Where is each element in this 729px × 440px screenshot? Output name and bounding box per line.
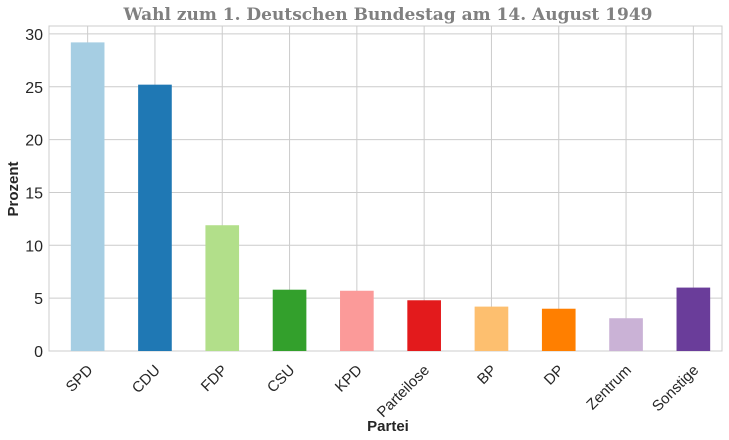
bar-kpd bbox=[340, 290, 374, 351]
y-tick-label: 30 bbox=[25, 27, 43, 44]
bar-spd bbox=[70, 42, 105, 352]
y-tick-label: 10 bbox=[25, 238, 43, 255]
y-tick-label: 0 bbox=[34, 344, 43, 361]
x-tick-label: Zentrum bbox=[583, 362, 635, 414]
x-tick-label: SPD bbox=[63, 362, 97, 396]
y-tick-label: 5 bbox=[34, 291, 43, 308]
x-tick-label: KPD bbox=[332, 362, 366, 396]
bar-csu bbox=[272, 289, 307, 351]
x-axis-label: Partei bbox=[367, 418, 409, 435]
bar-fdp bbox=[205, 225, 240, 351]
bar-bp bbox=[474, 306, 509, 351]
x-tick-label: FDP bbox=[198, 362, 231, 395]
y-axis-label: Prozent bbox=[5, 161, 22, 216]
bar-cdu bbox=[138, 84, 172, 351]
y-tick-label: 20 bbox=[25, 133, 43, 150]
bar-zentrum bbox=[609, 318, 643, 351]
x-tick-label: Parteilose bbox=[374, 362, 433, 421]
x-tick-label: DP bbox=[541, 362, 568, 389]
x-tick-label: CSU bbox=[264, 362, 298, 396]
x-tick-label: BP bbox=[474, 362, 500, 388]
x-tick-label: Sonstige bbox=[649, 362, 702, 415]
chart-title: Wahl zum 1. Deutschen Bundestag am 14. A… bbox=[122, 5, 652, 25]
bar-parteilose bbox=[407, 300, 441, 351]
bar-dp bbox=[541, 308, 576, 351]
y-tick-label: 25 bbox=[25, 80, 43, 97]
bar-sonstige bbox=[676, 287, 711, 351]
y-tick-label: 15 bbox=[25, 185, 43, 202]
x-tick-label: CDU bbox=[129, 362, 164, 397]
